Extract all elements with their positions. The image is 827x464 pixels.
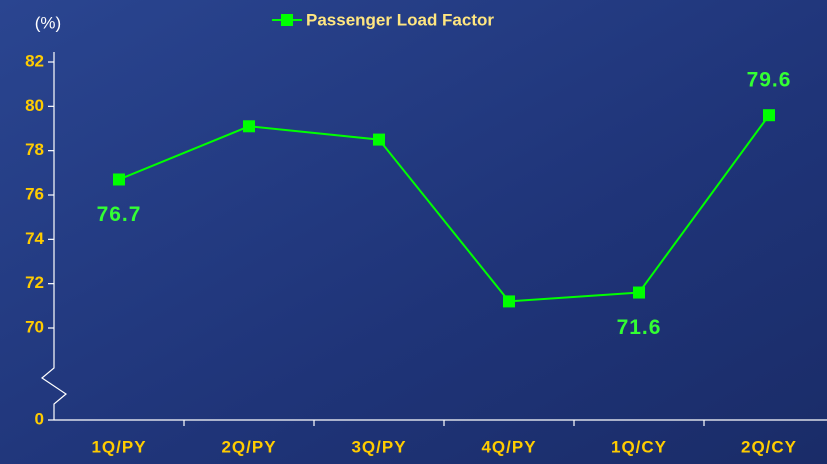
y-axis [40,52,68,420]
value-label: 79.6 [747,69,792,92]
point [373,133,385,146]
value-label: 76.7 [97,203,142,226]
legend-marker [281,14,293,26]
y-axis-label: (%) [35,13,61,32]
x-tick-label: 4Q/PY [481,437,536,456]
point [763,109,775,122]
y-tick-label: 0 [35,409,44,428]
y-tick-label: 74 [25,229,44,248]
x-tick-label: 2Q/PY [221,437,276,456]
x-tick-label: 1Q/PY [91,437,146,456]
y-tick-label: 70 [25,317,44,336]
point [113,173,125,186]
y-tick-label: 76 [25,184,44,203]
y-tick-label: 82 [25,51,44,70]
y-tick-label: 72 [25,273,44,292]
x-tick-label: 1Q/CY [611,437,667,456]
y-tick-label: 78 [25,140,44,159]
point [503,295,515,308]
x-tick-label: 3Q/PY [351,437,406,456]
x-tick-label: 2Q/CY [741,437,797,456]
legend-label: Passenger Load Factor [306,10,494,29]
point [243,120,255,133]
value-label: 71.6 [617,316,662,339]
point [633,286,645,299]
y-tick-label: 80 [25,96,44,115]
line [118,114,770,303]
